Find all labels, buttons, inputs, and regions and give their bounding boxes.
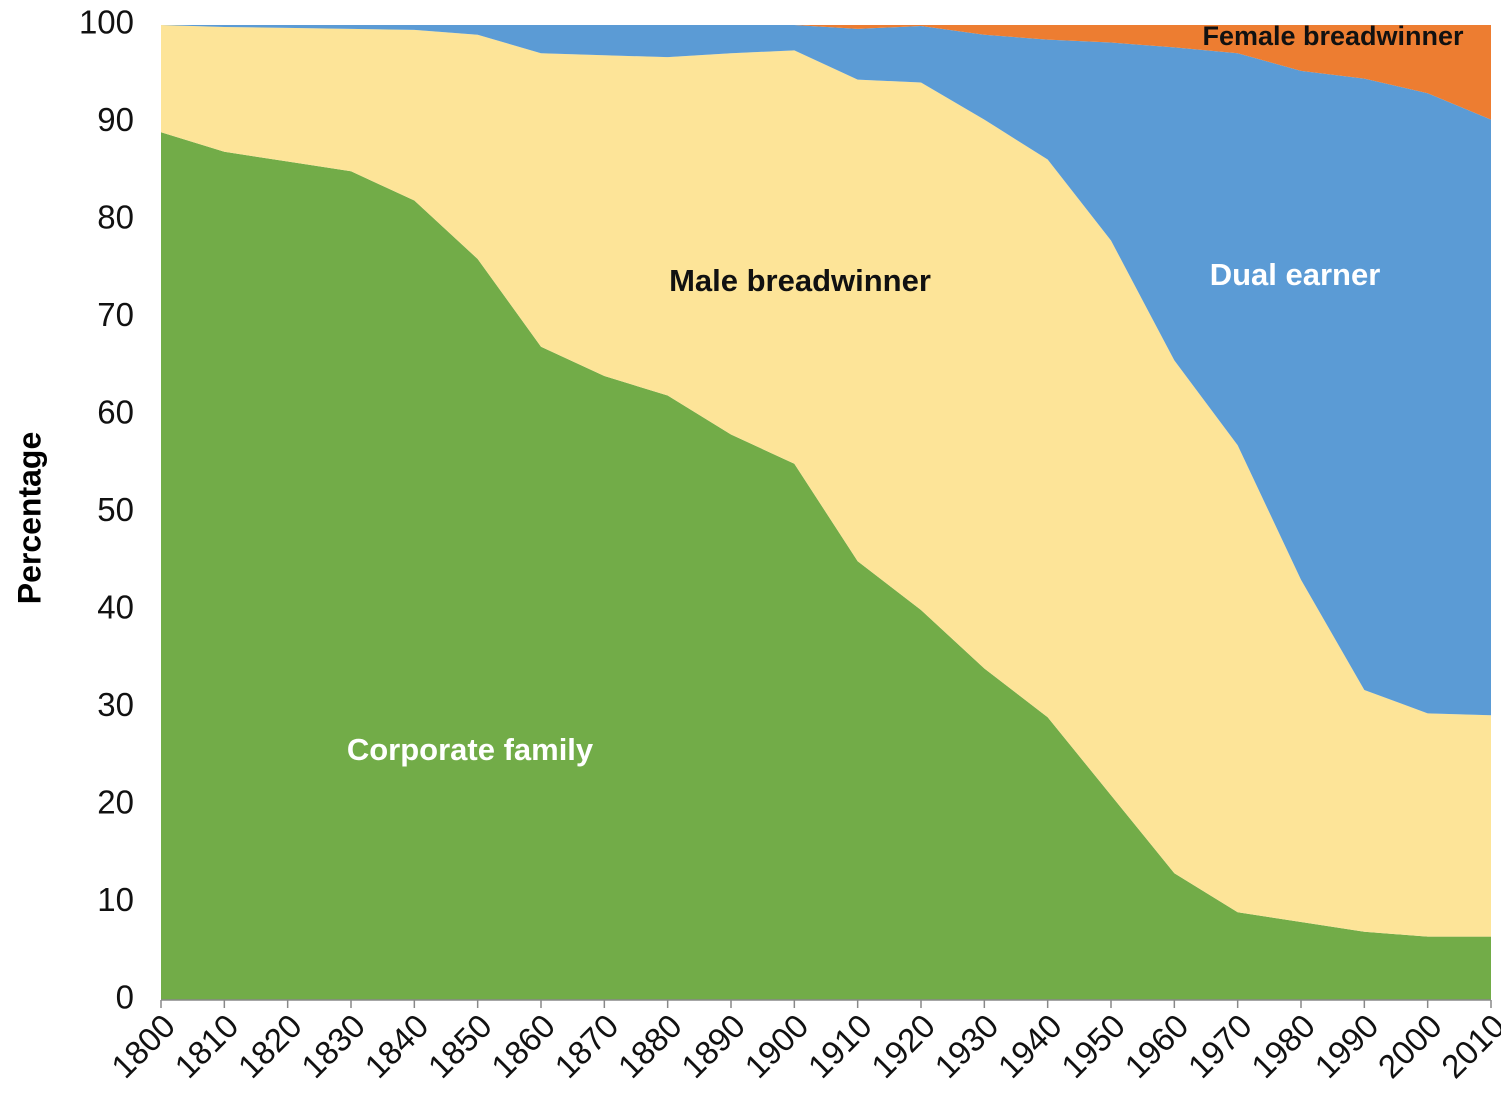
x-tick-label: 2000 (1371, 1007, 1449, 1085)
x-tick-label: 1890 (674, 1007, 752, 1085)
y-axis-label: Percentage (11, 432, 47, 605)
x-tick-label: 1830 (294, 1007, 372, 1085)
y-tick-label: 30 (97, 686, 134, 723)
y-tick-label: 60 (97, 394, 134, 431)
x-tick-label: 1870 (547, 1007, 625, 1085)
x-tick-label: 1970 (1181, 1007, 1259, 1085)
area (161, 25, 1491, 120)
series-label: Dual earner (1210, 257, 1381, 292)
area (161, 25, 1491, 716)
area (161, 132, 1491, 1000)
y-tick-label: 20 (97, 784, 134, 821)
series-label: Female breadwinner (1202, 21, 1464, 51)
y-tick-label: 0 (116, 979, 134, 1016)
x-tick-label: 1950 (1054, 1007, 1132, 1085)
x-tick-label: 1820 (231, 1007, 309, 1085)
area (161, 25, 1491, 937)
x-tick-label: 1910 (801, 1007, 879, 1085)
x-tick-label: 1860 (484, 1007, 562, 1085)
x-tick-label: 1940 (991, 1007, 1069, 1085)
y-tick-label: 90 (97, 101, 134, 138)
y-tick-label: 10 (97, 881, 134, 918)
x-tick-label: 1900 (737, 1007, 815, 1085)
x-tick-label: 1920 (864, 1007, 942, 1085)
x-tick-label: 1810 (167, 1007, 245, 1085)
x-tick-label: 1980 (1244, 1007, 1322, 1085)
x-tick-label: 1800 (104, 1007, 182, 1085)
y-tick-label: 50 (97, 491, 134, 528)
x-tick-label: 1960 (1117, 1007, 1195, 1085)
y-tick-label: 100 (79, 4, 134, 41)
series-label: Corporate family (347, 732, 594, 767)
x-tick-label: 1880 (611, 1007, 689, 1085)
x-tick-label: 2010 (1434, 1007, 1501, 1085)
y-tick-label: 40 (97, 589, 134, 626)
series-label: Male breadwinner (669, 263, 931, 298)
x-tick-label: 1850 (421, 1007, 499, 1085)
y-tick-label: 70 (97, 296, 134, 333)
x-tick-label: 1930 (927, 1007, 1005, 1085)
y-tick-label: 80 (97, 199, 134, 236)
x-tick-label: 1990 (1307, 1007, 1385, 1085)
x-tick-label: 1840 (357, 1007, 435, 1085)
